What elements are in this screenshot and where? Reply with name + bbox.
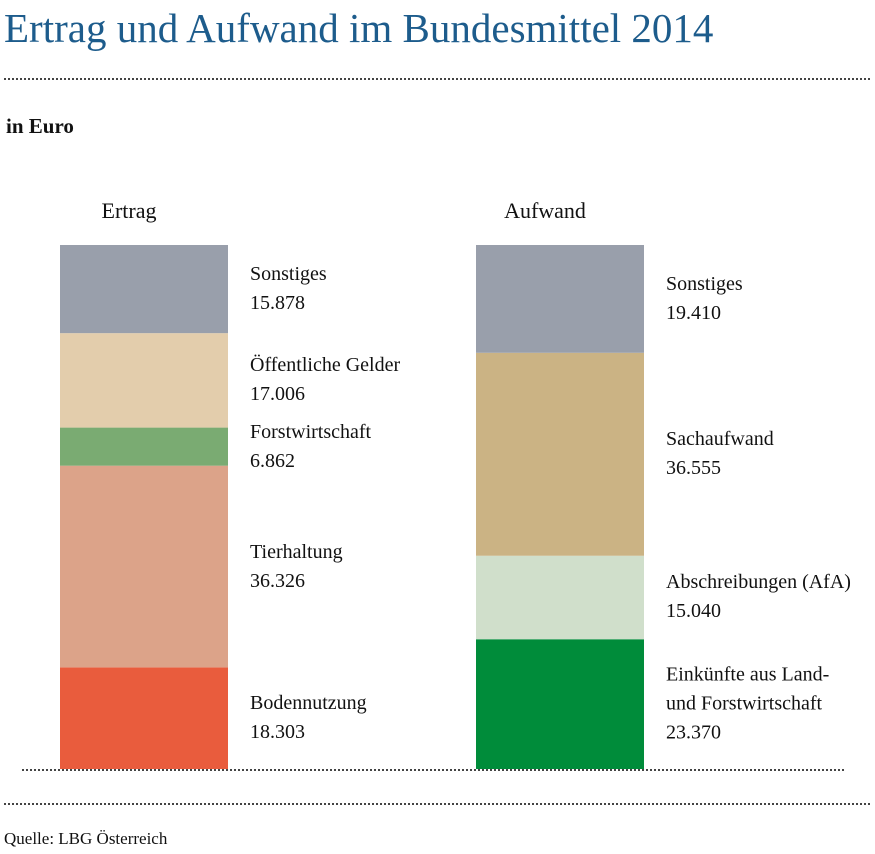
segment-value: 36.555	[666, 457, 721, 480]
segment-name: Abschreibungen (AfA)	[666, 571, 851, 594]
chart-title: Ertrag und Aufwand im Bundesmittel 2014	[4, 5, 714, 51]
unit-label: in Euro	[6, 114, 74, 138]
baseline	[22, 769, 844, 771]
source: Quelle: LBG Österreich	[4, 829, 168, 848]
segment-label: Forstwirtschaft 6.862	[250, 418, 440, 476]
segment-name: Öffentliche Gelder	[250, 354, 401, 377]
segment-name: Einkünfte aus Land- und Forstwirtschaft	[666, 663, 830, 715]
bar-segment	[476, 245, 644, 353]
divider	[4, 78, 870, 80]
segment-value: 15.878	[250, 292, 305, 315]
divider	[4, 803, 870, 805]
bar-segment	[60, 245, 228, 334]
segment-value: 6.862	[250, 449, 295, 472]
bar-segment	[476, 639, 644, 769]
bar-segment	[60, 667, 228, 769]
segment-value: 36.326	[250, 569, 305, 592]
bar-segment	[60, 465, 228, 668]
segment-value: 17.006	[250, 383, 305, 406]
segment-name: Forstwirtschaft	[250, 420, 372, 443]
segment-label: Tierhaltung 36.326	[250, 538, 440, 596]
segment-value: 23.370	[666, 721, 721, 744]
segment-label: Abschreibungen (AfA) 15.040	[666, 568, 856, 626]
bar-segment	[476, 555, 644, 640]
segment-label: Sonstiges 15.878	[250, 260, 440, 318]
segment-value: 19.410	[666, 301, 721, 324]
segment-label: Einkünfte aus Land- und Forstwirtschaft 2…	[666, 661, 856, 748]
segment-label: Bodennutzung 18.303	[250, 689, 440, 747]
segment-label: Öffentliche Gelder 17.006	[250, 351, 440, 409]
segment-value: 15.040	[666, 600, 721, 623]
segment-name: Sonstiges	[250, 263, 327, 286]
segment-name: Sonstiges	[666, 272, 743, 295]
bar-title: Aufwand	[504, 198, 586, 223]
segment-name: Bodennutzung	[250, 692, 367, 715]
bar-title: Ertrag	[101, 198, 157, 223]
segment-label: Sachaufwand 36.555	[666, 425, 856, 483]
bar-segment	[60, 333, 228, 428]
segment-name: Sachaufwand	[666, 428, 774, 451]
segment-value: 18.303	[250, 721, 305, 744]
segment-name: Tierhaltung	[250, 540, 343, 563]
segment-label: Sonstiges 19.410	[666, 270, 856, 328]
bar-segment	[476, 352, 644, 556]
bar-segment	[60, 427, 228, 466]
